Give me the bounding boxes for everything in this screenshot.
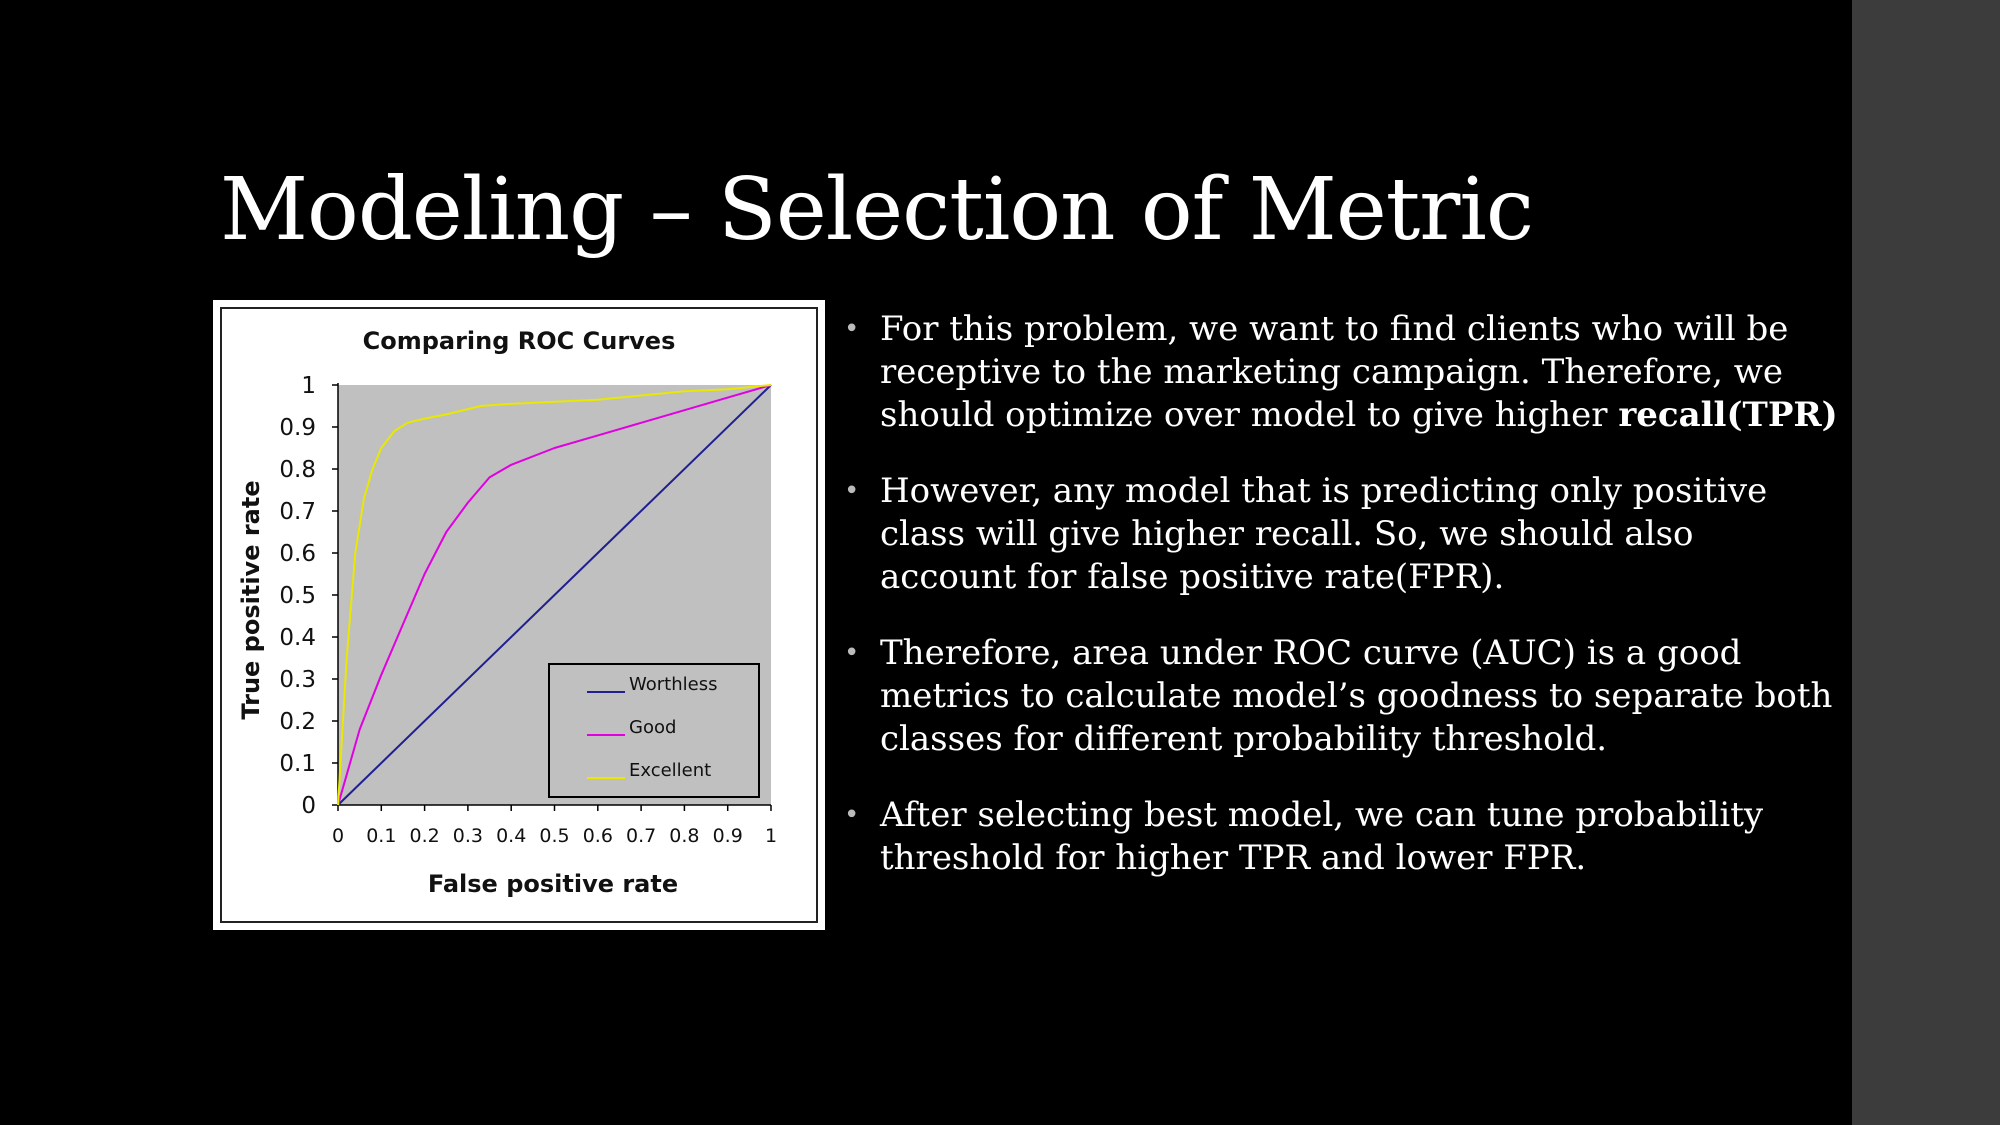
roc-chart: Comparing ROC Curves 0 0.1 0.2 0.3 0.4 0.5 0.6 0…	[213, 300, 825, 930]
y-tick-label: 0.7	[279, 499, 316, 525]
bullet-bold-text: recall(TPR)	[1618, 395, 1838, 435]
y-tick-label: 0.1	[279, 751, 316, 777]
bullet-dot-icon: •	[844, 476, 860, 506]
legend-label: Excellent	[629, 760, 711, 781]
x-tick-label: 0.8	[669, 825, 699, 847]
legend-label: Good	[629, 717, 676, 738]
bullet-list: • For this problem, we want to find clien…	[840, 308, 1840, 913]
x-axis-label: False positive rate	[428, 870, 678, 898]
x-tick-label: 0.7	[626, 825, 656, 847]
bullet-item: • Therefore, area under ROC curve (AUC) i…	[840, 632, 1840, 761]
side-panel	[1852, 0, 2000, 1125]
y-tick-label: 0.5	[279, 583, 316, 609]
series-line-excellent	[337, 384, 772, 806]
y-axis-label: True positive rate	[237, 480, 265, 719]
slide: Modeling – Selection of Metric Comparing…	[213, 160, 1840, 930]
bullet-item: • For this problem, we want to find clien…	[840, 308, 1840, 437]
bullet-dot-icon: •	[844, 314, 860, 344]
x-tick-label: 0.5	[539, 825, 569, 847]
x-tick-label: 0.3	[453, 825, 483, 847]
x-tick-label: 0.9	[713, 825, 743, 847]
x-tick-label: 0.6	[583, 825, 613, 847]
bullet-dot-icon: •	[844, 800, 860, 830]
roc-chart-svg: Comparing ROC Curves 0 0.1 0.2 0.3 0.4 0.5 0.6 0…	[220, 307, 818, 923]
slide-title: Modeling – Selection of Metric	[220, 160, 1534, 260]
series-line-worthless	[337, 384, 772, 806]
y-tick-label: 1	[301, 373, 316, 399]
x-tick-label: 1	[765, 825, 777, 847]
y-tick-label: 0.6	[279, 541, 316, 567]
y-tick-label: 0.3	[279, 667, 316, 693]
bullet-text: For this problem, we want to find client…	[880, 309, 1789, 435]
series-line-good	[337, 384, 772, 806]
x-tick-label: 0.4	[496, 825, 526, 847]
bullet-item: • However, any model that is predicting o…	[840, 470, 1840, 599]
bullet-text: However, any model that is predicting on…	[880, 471, 1768, 597]
y-tick-label: 0.2	[279, 709, 316, 735]
y-tick-label: 0	[301, 793, 316, 819]
chart-title: Comparing ROC Curves	[363, 327, 676, 355]
bullet-text: After selecting best model, we can tune …	[880, 795, 1764, 878]
y-tick-label: 0.4	[279, 625, 316, 651]
legend-label: Worthless	[629, 674, 717, 695]
bullet-item: • After selecting best model, we can tune…	[840, 794, 1840, 880]
bullet-text: Therefore, area under ROC curve (AUC) is…	[880, 633, 1833, 759]
x-tick-label: 0.2	[409, 825, 439, 847]
y-tick-label: 0.9	[279, 415, 316, 441]
y-tick-label: 0.8	[279, 457, 316, 483]
legend-box	[548, 663, 760, 798]
x-tick-label: 0.1	[366, 825, 396, 847]
bullet-dot-icon: •	[844, 638, 860, 668]
x-tick-label: 0	[332, 825, 344, 847]
